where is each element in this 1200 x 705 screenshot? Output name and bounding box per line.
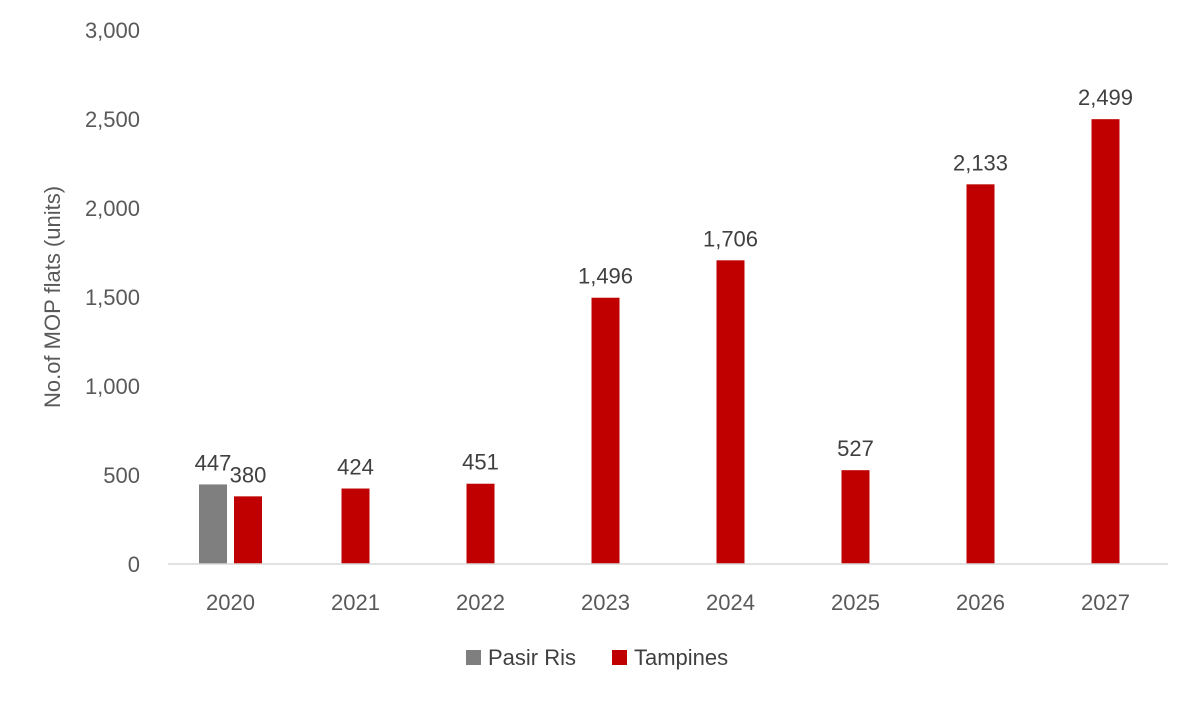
data-label: 451: [462, 450, 499, 475]
bar-tampines: [1091, 119, 1120, 564]
legend-label: Tampines: [634, 645, 728, 670]
bar-tampines: [966, 184, 995, 565]
y-tick-label: 2,000: [85, 196, 140, 221]
data-label: 527: [837, 436, 874, 461]
y-tick-label: 500: [103, 463, 140, 488]
data-label: 2,499: [1078, 85, 1133, 110]
y-tick-label: 1,500: [85, 285, 140, 310]
x-tick-label: 2025: [831, 590, 880, 615]
bar-tampines: [841, 470, 870, 564]
legend-label: Pasir Ris: [488, 645, 576, 670]
x-tick-label: 2027: [1081, 590, 1130, 615]
x-tick-label: 2021: [331, 590, 380, 615]
x-tick-label: 2023: [581, 590, 630, 615]
bar-tampines: [234, 496, 262, 564]
data-label: 380: [230, 462, 267, 487]
data-label: 1,706: [703, 226, 758, 251]
y-tick-label: 0: [128, 552, 140, 577]
legend-swatch-tampines: [612, 650, 627, 665]
y-tick-label: 1,000: [85, 374, 140, 399]
legend: Pasir Ris Tampines: [466, 645, 728, 670]
x-tick-label: 2022: [456, 590, 505, 615]
y-axis-ticks: 0 500 1,000 1,500 2,000 2,500 3,000: [85, 18, 140, 577]
x-tick-label: 2020: [206, 590, 255, 615]
bar-tampines: [716, 260, 745, 564]
bar-tampines: [341, 488, 370, 564]
x-axis-ticks: 2020 2021 2022 2023 2024 2025 2026 2027: [206, 590, 1130, 615]
legend-swatch-pasir-ris: [466, 650, 481, 665]
data-label: 424: [337, 455, 374, 480]
bar-pasir-ris: [199, 484, 227, 564]
data-label: 2,133: [953, 150, 1008, 175]
x-tick-label: 2026: [956, 590, 1005, 615]
data-label: 447: [195, 450, 232, 475]
bar-tampines: [591, 297, 620, 564]
y-axis-title: No.of MOP flats (units): [40, 186, 65, 408]
data-label: 1,496: [578, 264, 633, 289]
y-tick-label: 3,000: [85, 18, 140, 43]
y-tick-label: 2,500: [85, 107, 140, 132]
bar-tampines: [466, 483, 495, 564]
x-tick-label: 2024: [706, 590, 755, 615]
